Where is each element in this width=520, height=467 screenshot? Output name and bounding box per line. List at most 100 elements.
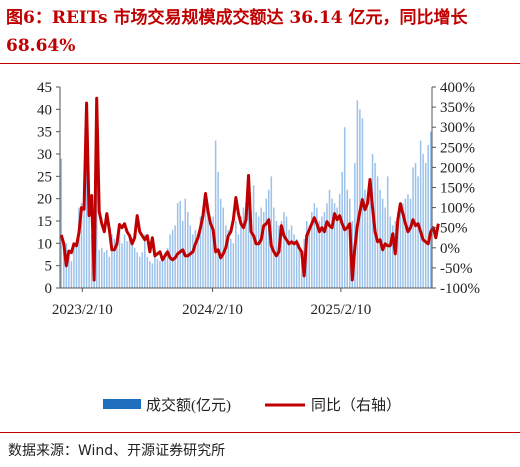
volume-bar: [103, 252, 106, 288]
y-right-tick-label: 400%: [440, 80, 475, 96]
volume-bar: [179, 200, 181, 288]
volume-bar: [366, 198, 369, 288]
volume-bar: [88, 198, 90, 288]
y-right-tick-label: 50%: [440, 221, 468, 237]
volume-bar: [343, 127, 346, 288]
volume-bar: [108, 256, 111, 288]
volume-bar: [184, 198, 187, 288]
volume-bar: [70, 261, 73, 288]
volume-bar: [381, 198, 384, 288]
legend-line-label: 同比（右轴）: [311, 397, 401, 414]
volume-bar: [424, 162, 427, 288]
x-tick-label: 2023/2/10: [52, 302, 113, 318]
volume-bar: [283, 212, 285, 288]
source-rule: [0, 432, 520, 433]
volume-bar: [273, 207, 275, 288]
volume-bar: [321, 216, 323, 288]
figure-title: 图6：REITs 市场交易规模成交额达 36.14 亿元，同比增长 68.64%: [6, 8, 468, 56]
volume-bar: [75, 243, 78, 288]
y-right-tick-label: 150%: [440, 181, 475, 197]
volume-bar: [73, 242, 75, 288]
volume-bar: [202, 207, 204, 288]
volume-bar: [338, 194, 341, 288]
volume-bar: [260, 207, 262, 288]
volume-bar: [412, 167, 414, 288]
volume-bar: [138, 256, 141, 288]
volume-bar: [389, 216, 392, 288]
volume-bar: [199, 216, 202, 288]
y-right-tick-label: 200%: [440, 160, 475, 176]
volume-bar: [268, 189, 270, 288]
volume-bar: [219, 198, 222, 288]
volume-bar: [369, 194, 371, 288]
volume-bar: [311, 212, 313, 288]
volume-bar: [111, 234, 113, 288]
y-right-tick-label: -50%: [440, 261, 473, 277]
volume-bar: [298, 243, 300, 288]
volume-bar: [131, 243, 133, 288]
volume-bar: [245, 203, 247, 288]
figure-source: 数据来源：Wind、开源证券研究所: [8, 443, 226, 459]
volume-bar: [247, 176, 250, 288]
volume-bar: [409, 198, 412, 288]
volume-bar: [197, 234, 199, 288]
volume-bar: [214, 140, 217, 288]
volume-bar: [230, 238, 232, 288]
volume-bar: [328, 189, 331, 288]
volume-bar: [399, 207, 402, 288]
volume-bar: [159, 261, 161, 288]
volume-bar: [285, 216, 288, 288]
volume-bar: [156, 258, 159, 288]
volume-bar: [300, 261, 303, 288]
volume-bar: [133, 247, 136, 288]
volume-bar: [113, 238, 116, 288]
volume-bar: [181, 221, 184, 288]
volume-bar: [323, 212, 326, 288]
volume-bar: [250, 212, 252, 288]
volume-bar: [128, 234, 131, 288]
volume-bar: [227, 229, 230, 288]
volume-bar: [265, 198, 268, 288]
volume-bar: [95, 154, 98, 288]
volume-bar: [288, 229, 290, 288]
volume-bar: [318, 221, 321, 288]
volume-bar: [126, 241, 128, 288]
volume-bar: [146, 256, 149, 288]
volume-bar: [364, 189, 366, 288]
volume-bar: [176, 203, 179, 288]
y-left-tick-label: 40: [37, 102, 52, 118]
volume-bar: [419, 140, 422, 288]
volume-bar: [141, 252, 144, 288]
volume-bar: [154, 256, 156, 288]
yoy-line: [59, 96, 440, 282]
volume-bar: [290, 225, 293, 288]
volume-bar: [194, 229, 197, 288]
volume-bar: [237, 234, 240, 288]
volume-bar: [68, 252, 70, 288]
volume-bar: [166, 247, 169, 288]
volume-bar: [164, 252, 166, 288]
volume-bar: [404, 198, 407, 288]
volume-bar: [262, 212, 265, 288]
y-left-tick-label: 20: [37, 192, 52, 208]
volume-bar: [316, 207, 318, 288]
y-right-tick-label: 300%: [440, 120, 475, 136]
volume-bar: [169, 234, 171, 288]
volume-bar: [116, 243, 118, 288]
volume-bar: [209, 221, 212, 288]
volume-bar: [427, 145, 429, 288]
y-right-tick-label: 0%: [440, 241, 460, 257]
volume-bar: [255, 212, 257, 288]
volume-bar: [313, 203, 316, 288]
volume-bar: [136, 252, 138, 288]
volume-bar: [80, 203, 83, 288]
volume-bar: [235, 221, 237, 288]
volume-bar: [333, 203, 336, 288]
y-right-tick-label: 250%: [440, 140, 475, 156]
volume-bar: [336, 207, 338, 288]
volume-bar: [123, 234, 126, 288]
y-right-tick-label: 350%: [440, 100, 475, 116]
volume-bar: [384, 207, 386, 288]
volume-bar: [376, 176, 379, 288]
volume-bar: [189, 225, 192, 288]
